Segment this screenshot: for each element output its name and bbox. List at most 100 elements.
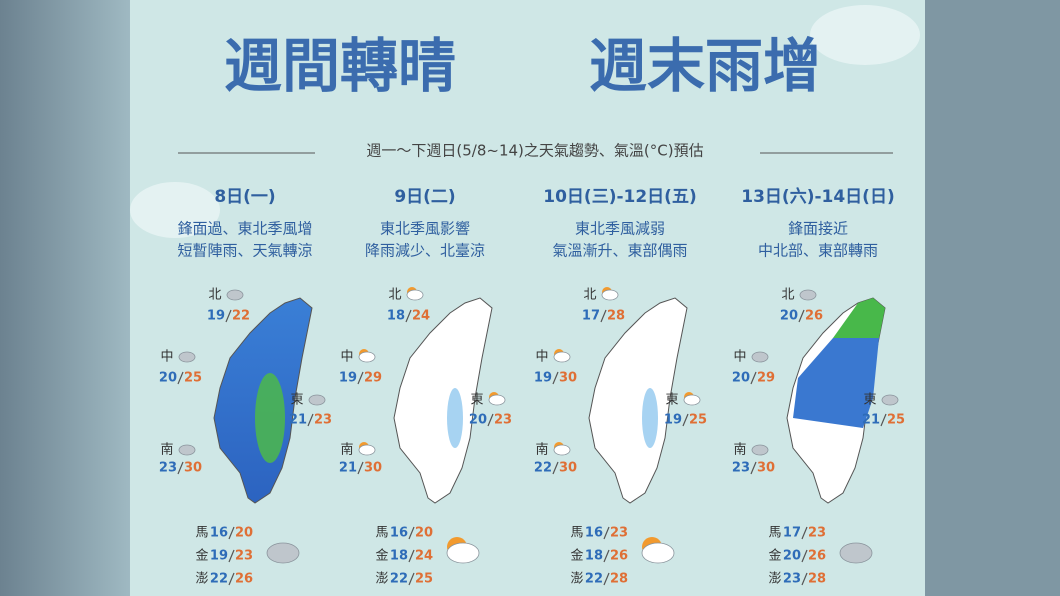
region-name: 東 — [290, 392, 303, 408]
cloud-icon — [553, 351, 571, 363]
island-name: 金 — [375, 548, 388, 564]
temp-low: 20 — [783, 549, 801, 564]
island-name: 馬 — [195, 526, 208, 541]
rain-green — [255, 373, 285, 463]
temp-high: 30 — [559, 461, 577, 476]
blur-right — [925, 0, 1060, 596]
title: 週間轉晴 — [224, 32, 456, 100]
deco-cloud — [810, 5, 920, 65]
island-name: 馬 — [768, 526, 781, 541]
region-name: 中 — [160, 350, 173, 365]
temp-low: 19 — [210, 549, 228, 564]
cloud-icon — [799, 289, 817, 301]
cloud-icon — [178, 351, 196, 363]
temp-high: 25 — [887, 413, 905, 428]
temp-slash — [177, 371, 184, 385]
cloud-icon — [358, 351, 376, 363]
temp-high: 30 — [364, 461, 382, 476]
island-name: 馬 — [375, 526, 388, 541]
day-description: 東北季風減弱 — [575, 220, 665, 238]
cloud-icon — [553, 444, 571, 456]
cloud-icon — [406, 289, 424, 301]
cloud-icon — [751, 351, 769, 363]
temp-low: 22 — [534, 461, 552, 476]
temp-slash — [603, 549, 610, 563]
temp-high: 24 — [415, 549, 433, 564]
temp-high: 26 — [808, 549, 826, 564]
island-name: 金 — [195, 548, 208, 564]
day-date: 8日(一) — [214, 187, 275, 207]
day-description: 中北部、東部轉雨 — [758, 242, 878, 260]
day-description: 東北季風影響 — [380, 220, 470, 238]
temp-low: 20 — [732, 371, 750, 386]
temp-high: 30 — [559, 371, 577, 386]
island-name: 澎 — [768, 572, 781, 587]
temp-high: 28 — [808, 572, 826, 587]
cloud-icon — [641, 542, 675, 564]
temp-high: 23 — [610, 526, 628, 541]
temp-slash — [225, 309, 232, 323]
temp-low: 19 — [339, 371, 357, 386]
deco-cloud — [130, 182, 220, 238]
island-name: 澎 — [375, 572, 388, 587]
temp-slash — [307, 413, 314, 427]
cloud-icon — [358, 444, 376, 456]
temp-low: 22 — [390, 572, 408, 587]
temp-slash — [801, 526, 808, 540]
temp-high: 20 — [415, 526, 433, 541]
region-name: 南 — [340, 442, 353, 458]
rain-light — [447, 388, 463, 448]
cloud-icon — [308, 394, 326, 406]
temp-high: 29 — [364, 371, 382, 386]
day-description: 氣溫漸升、東部偶雨 — [552, 242, 687, 260]
region-name: 北 — [781, 288, 794, 303]
temp-slash — [552, 461, 559, 475]
temp-slash — [357, 461, 364, 475]
temp-low: 23 — [159, 461, 177, 476]
temp-low: 22 — [585, 572, 603, 587]
region-name: 南 — [733, 442, 746, 458]
cloud-icon — [683, 394, 701, 406]
day-description: 短暫陣雨、天氣轉涼 — [177, 242, 312, 260]
temp-low: 17 — [582, 309, 600, 324]
temp-slash — [228, 526, 235, 540]
temp-low: 21 — [289, 413, 307, 428]
temp-slash — [487, 413, 494, 427]
cloud-icon — [488, 394, 506, 406]
cloud-icon — [839, 542, 873, 564]
temp-slash — [408, 572, 415, 586]
region-name: 北 — [208, 288, 221, 303]
temp-low: 16 — [390, 526, 408, 541]
region-name: 北 — [388, 288, 401, 303]
temp-slash — [603, 572, 610, 586]
day-date: 10日(三)-12日(五) — [543, 187, 696, 207]
temp-slash — [801, 549, 808, 563]
region-name: 中 — [340, 350, 353, 365]
temp-low: 19 — [534, 371, 552, 386]
temp-high: 25 — [415, 572, 433, 587]
temp-slash — [357, 371, 364, 385]
island-name: 澎 — [570, 572, 583, 587]
rain-blue — [793, 338, 879, 428]
temp-low: 18 — [387, 309, 405, 324]
temp-high: 30 — [184, 461, 202, 476]
cloud-icon — [226, 289, 244, 301]
temp-high: 26 — [805, 309, 823, 324]
temp-slash — [177, 461, 184, 475]
taiwan-map — [393, 297, 493, 504]
temp-slash — [405, 309, 412, 323]
temp-high: 22 — [232, 309, 250, 324]
temp-high: 23 — [808, 526, 826, 541]
day-description: 鋒面過、東北季風增 — [177, 220, 312, 238]
temp-low: 19 — [207, 309, 225, 324]
temp-low: 18 — [585, 549, 603, 564]
day-date: 13日(六)-14日(日) — [741, 186, 894, 207]
temp-low: 21 — [339, 461, 357, 476]
temp-low: 16 — [585, 526, 603, 541]
region-name: 南 — [535, 442, 548, 458]
temp-high: 23 — [235, 549, 253, 564]
taiwan-map — [588, 297, 688, 504]
